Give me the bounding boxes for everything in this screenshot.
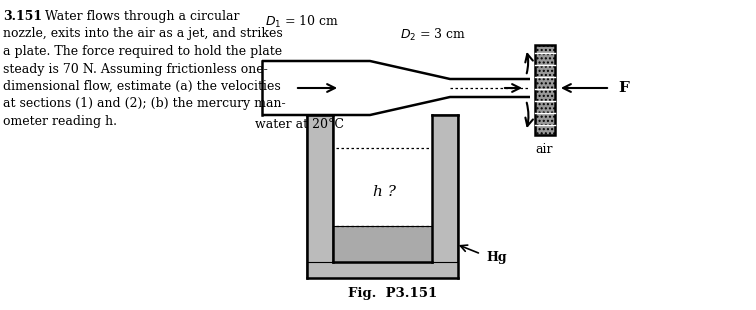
Text: h ?: h ?	[373, 185, 396, 199]
Polygon shape	[307, 262, 458, 278]
Text: ometer reading h.: ometer reading h.	[3, 115, 117, 128]
Text: a plate. The force required to hold the plate: a plate. The force required to hold the …	[3, 45, 282, 58]
Text: at sections (1) and (2); (b) the mercury man-: at sections (1) and (2); (b) the mercury…	[3, 98, 286, 110]
Text: water at 20°C: water at 20°C	[255, 118, 344, 131]
Text: air: air	[535, 143, 553, 156]
Polygon shape	[432, 115, 458, 278]
Polygon shape	[307, 115, 333, 278]
Bar	[333, 226, 432, 262]
Text: steady is 70 N. Assuming frictionless one-: steady is 70 N. Assuming frictionless on…	[3, 63, 268, 76]
Bar	[535, 45, 555, 135]
Text: Water flows through a circular: Water flows through a circular	[45, 10, 240, 23]
Text: Fig.  P3.151: Fig. P3.151	[348, 287, 437, 300]
Text: F: F	[618, 81, 629, 95]
Text: nozzle, exits into the air as a jet, and strikes: nozzle, exits into the air as a jet, and…	[3, 28, 283, 41]
Text: dimensional flow, estimate (a) the velocities: dimensional flow, estimate (a) the veloc…	[3, 80, 280, 93]
Text: $D_2$ = 3 cm: $D_2$ = 3 cm	[400, 27, 466, 43]
Text: Hg: Hg	[486, 250, 507, 264]
Bar	[333, 115, 432, 262]
Text: 3.151: 3.151	[3, 10, 42, 23]
Text: $D_1$ = 10 cm: $D_1$ = 10 cm	[265, 14, 339, 30]
